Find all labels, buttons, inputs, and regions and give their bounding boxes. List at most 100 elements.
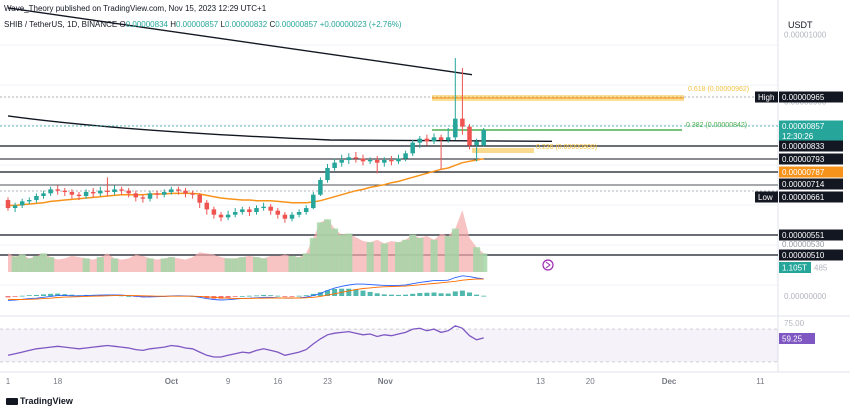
price-tag-bg	[779, 120, 843, 143]
volume-bar	[345, 233, 353, 272]
candle-body	[119, 189, 124, 191]
macd-zero-tick: 0.00000000	[784, 292, 827, 301]
price-tag-label: High	[758, 93, 774, 102]
volume-bar	[167, 257, 175, 272]
volume-bar	[47, 257, 55, 272]
candle-body	[211, 209, 217, 215]
price-tag-bg	[779, 140, 843, 152]
candle-body	[247, 209, 252, 213]
candle-body	[445, 137, 451, 140]
candle-body	[19, 201, 25, 206]
price-tag-bg	[779, 229, 843, 241]
macd-histogram-bar	[232, 296, 238, 297]
macd-histogram-bar	[275, 295, 281, 297]
candle-body	[154, 193, 160, 195]
fib-618-label: 0.618 (0.00000962)	[688, 86, 749, 93]
volume-bar	[82, 258, 90, 272]
macd-histogram-bar	[246, 295, 252, 297]
price-tag-value: 0.00000714	[782, 180, 825, 189]
candle-body	[339, 160, 344, 163]
candle-body	[5, 200, 11, 209]
candle-body	[90, 192, 96, 194]
macd-histogram-bar	[303, 295, 309, 296]
macd-histogram-bar	[254, 295, 259, 297]
close-label: C	[269, 20, 276, 29]
x-tick-label: 11	[756, 377, 765, 386]
macd-histogram-bar	[381, 294, 387, 296]
candle-body	[69, 192, 75, 195]
candle-body	[147, 193, 153, 199]
price-tag-label-bg	[755, 191, 778, 203]
candle-body	[332, 162, 337, 169]
symbol-ohlc: SHIB / TetherUS, 1D, BINANCE O0.00000834…	[4, 20, 402, 29]
volume-bar	[231, 258, 239, 272]
price-tag-value: 0.00000833	[782, 142, 825, 151]
candle-body	[396, 158, 401, 162]
macd-histogram-bar	[289, 296, 295, 297]
macd-histogram-bar	[282, 296, 288, 297]
macd-histogram-bar	[48, 293, 54, 296]
candle-body	[48, 189, 53, 194]
macd-histogram-bar	[325, 290, 330, 296]
high-value: 0.00000857	[175, 20, 219, 29]
candle-body	[474, 141, 479, 146]
price-tag-bg	[779, 178, 843, 190]
candle-body	[282, 214, 288, 219]
volume-bar	[480, 253, 488, 272]
ema-polyline	[8, 157, 484, 207]
candle-body	[218, 214, 224, 218]
y-tick-label: 0.00001000	[784, 31, 827, 40]
price-tag-countdown: 12:30:26	[782, 132, 814, 141]
macd-histogram-bar	[388, 294, 394, 296]
candle-body	[303, 208, 309, 213]
volume-bar	[160, 258, 168, 272]
change-value: +0.00000023 (+2.76%)	[319, 20, 402, 29]
volume-bar	[409, 234, 417, 272]
candle-body	[12, 205, 18, 209]
volume-bar	[288, 255, 296, 272]
candle-body	[112, 189, 117, 193]
candle-body	[325, 168, 330, 181]
candle-body	[225, 214, 231, 218]
rsi-band	[0, 329, 778, 362]
x-tick-label: Dec	[662, 377, 677, 386]
volume-bar	[25, 258, 33, 272]
candle-body	[176, 189, 181, 191]
macd-histogram-bar	[332, 288, 338, 296]
x-tick-label: 16	[273, 377, 282, 386]
rsi-value-tag-bg	[779, 333, 815, 344]
candle-body	[417, 138, 423, 143]
open-value: 0.00000834	[125, 20, 168, 29]
candle-body	[161, 192, 167, 195]
low-label: L	[220, 20, 225, 29]
volume-bar	[416, 237, 424, 272]
volume-bar	[331, 228, 339, 272]
high-label: H	[170, 20, 176, 29]
macd-histogram-bar	[403, 294, 409, 296]
fib-236-label: 0.236 (0.00000809)	[536, 144, 597, 151]
volume-bar	[430, 239, 438, 272]
volume-bar	[316, 222, 324, 272]
candle-body	[460, 118, 465, 127]
currency-label[interactable]: USDT	[788, 20, 813, 30]
candle-body	[311, 194, 316, 209]
rsi-line	[7, 325, 484, 358]
x-tick-label: Nov	[378, 377, 394, 386]
alert-icon-glyph	[545, 261, 551, 269]
macd-histogram-bar	[353, 289, 359, 296]
macd-histogram-bar	[261, 294, 267, 296]
publisher-line: Wave_Theory published on TradingView.com…	[4, 4, 267, 13]
candle-body	[62, 190, 68, 193]
candle-body	[261, 206, 266, 209]
macd-histogram-bar	[239, 296, 245, 297]
price-tag-value: 0.00000530	[782, 240, 825, 249]
volume-bar	[295, 257, 303, 272]
candle-body	[204, 202, 210, 210]
candle-body	[382, 160, 387, 163]
tradingview-logo: TradingView	[6, 396, 73, 406]
macd-histogram-bar	[33, 294, 39, 296]
macd-histogram-bar	[438, 293, 444, 296]
volume-bar	[380, 243, 388, 272]
macd-histogram-bar	[452, 291, 458, 296]
low-value: 0.00000832	[224, 20, 268, 29]
